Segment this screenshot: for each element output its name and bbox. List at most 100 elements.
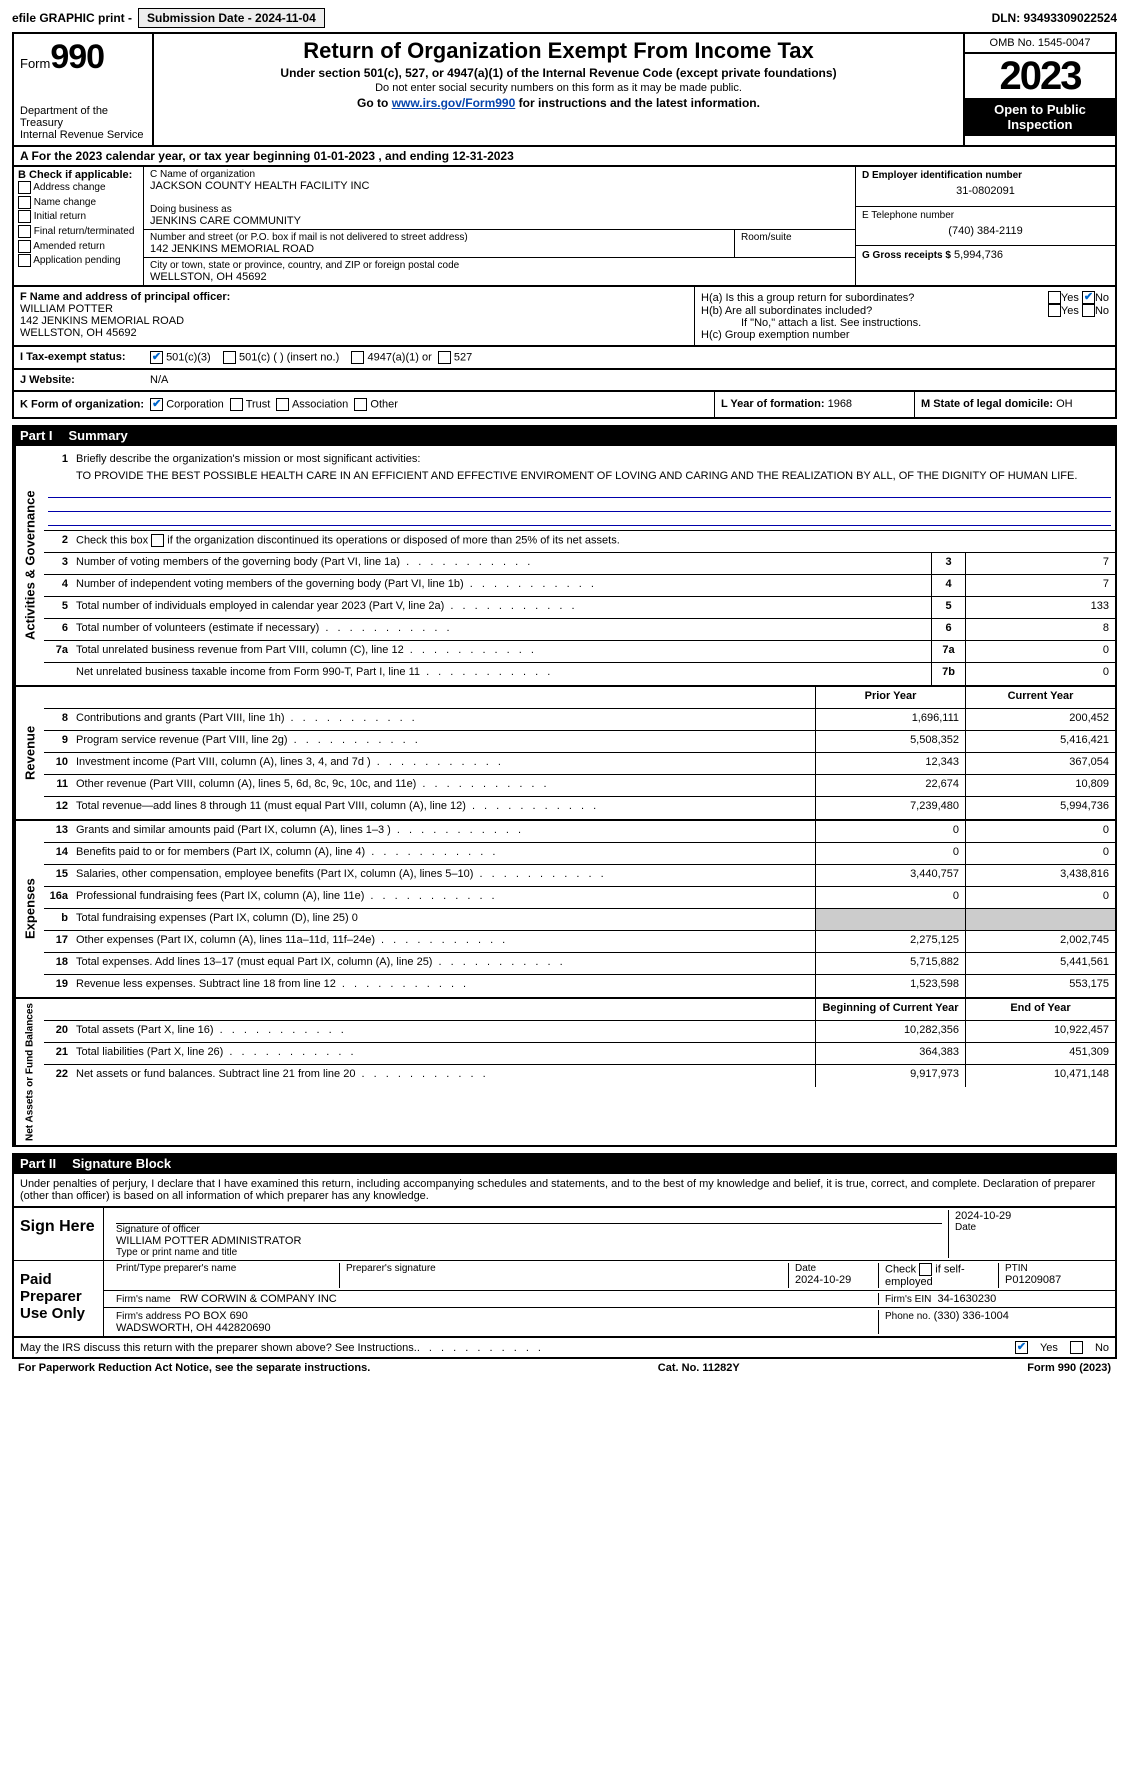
discuss-dots (417, 1342, 544, 1354)
cb-hb-yes[interactable] (1048, 304, 1061, 317)
l-label: L Year of formation: (721, 398, 825, 410)
open-inspection: Open to Public Inspection (965, 98, 1115, 136)
summary-row: b Total fundraising expenses (Part IX, c… (44, 909, 1115, 931)
subtitle-2: Do not enter social security numbers on … (162, 82, 955, 94)
discuss-yes: Yes (1040, 1342, 1058, 1354)
cb-ha-no[interactable] (1082, 291, 1095, 304)
cb-assoc[interactable] (276, 398, 289, 411)
opt-501c3: 501(c)(3) (166, 351, 211, 363)
discuss-no: No (1095, 1342, 1109, 1354)
summary-row: 21 Total liabilities (Part X, line 26) 3… (44, 1043, 1115, 1065)
firm-addr-label: Firm's address (116, 1311, 181, 1322)
cb-amended[interactable] (18, 240, 31, 253)
cb-hb-no[interactable] (1082, 304, 1095, 317)
side-netassets: Net Assets or Fund Balances (14, 999, 44, 1145)
city-label: City or town, state or province, country… (150, 260, 849, 271)
form-header: Form990 Department of the Treasury Inter… (12, 32, 1117, 147)
sign-here-label: Sign Here (14, 1208, 104, 1260)
firm-phone: (330) 336-1004 (934, 1310, 1009, 1322)
cb-self-employed[interactable] (919, 1263, 932, 1276)
m-val: OH (1056, 398, 1073, 410)
paid-preparer-label: Paid Preparer Use Only (14, 1261, 104, 1336)
efile-label: efile GRAPHIC print - (12, 11, 132, 25)
form-number: 990 (50, 38, 104, 76)
cb-corp[interactable] (150, 398, 163, 411)
summary-row: 14 Benefits paid to or for members (Part… (44, 843, 1115, 865)
q1-label: Briefly describe the organization's miss… (72, 450, 1115, 468)
paperwork-notice: For Paperwork Reduction Act Notice, see … (18, 1362, 370, 1374)
cb-527[interactable] (438, 351, 451, 364)
prep-date: 2024-10-29 (795, 1274, 872, 1286)
summary-row: 22 Net assets or fund balances. Subtract… (44, 1065, 1115, 1087)
cb-ha-yes[interactable] (1048, 291, 1061, 304)
opt-final: Final return/terminated (34, 226, 135, 237)
name-label: C Name of organization (150, 169, 849, 180)
opt-name: Name change (34, 197, 96, 208)
firm-name-label: Firm's name (116, 1294, 171, 1305)
cb-pending[interactable] (18, 254, 31, 267)
summary-row: 6 Total number of volunteers (estimate i… (44, 619, 1115, 641)
omb-number: OMB No. 1545-0047 (965, 34, 1115, 54)
summary-row: 15 Salaries, other compensation, employe… (44, 865, 1115, 887)
m-label: M State of legal domicile: (921, 398, 1053, 410)
website-val: N/A (144, 370, 1115, 390)
ptin-label: PTIN (1005, 1263, 1103, 1274)
summary-row: 12 Total revenue—add lines 8 through 11 … (44, 797, 1115, 819)
hb-note: If "No," attach a list. See instructions… (701, 317, 1109, 329)
ein-label: D Employer identification number (862, 170, 1109, 181)
col-b-checkboxes: B Check if applicable: Address change Na… (14, 167, 144, 285)
hc-label: H(c) Group exemption number (701, 329, 1109, 341)
dln: DLN: 93493309022524 (992, 11, 1117, 25)
opt-527: 527 (454, 351, 472, 363)
ha-label: H(a) Is this a group return for subordin… (701, 292, 1048, 304)
part2-header: Part II Signature Block (12, 1153, 1117, 1174)
q2-text-a: Check this box (76, 534, 151, 546)
street: 142 JENKINS MEMORIAL ROAD (150, 243, 728, 255)
part1-label: Part I (20, 428, 53, 443)
tax-year: 2023 (965, 54, 1115, 98)
cb-address-change[interactable] (18, 181, 31, 194)
col-boy: Beginning of Current Year (815, 999, 965, 1020)
opt-501c: 501(c) ( ) (insert no.) (239, 351, 339, 363)
cb-discuss-no[interactable] (1070, 1341, 1083, 1354)
self-emp-pre: Check (885, 1263, 919, 1275)
l-val: 1968 (828, 398, 852, 410)
cb-final[interactable] (18, 225, 31, 238)
website-label: J Website: (14, 370, 144, 390)
opt-4947: 4947(a)(1) or (368, 351, 432, 363)
officer-addr2: WELLSTON, OH 45692 (20, 327, 688, 339)
penalties-text: Under penalties of perjury, I declare th… (12, 1174, 1117, 1208)
cb-other[interactable] (354, 398, 367, 411)
sig-date-label: Date (955, 1222, 1103, 1233)
form-footer: Form 990 (2023) (1027, 1362, 1111, 1374)
cb-initial[interactable] (18, 210, 31, 223)
cb-name-change[interactable] (18, 196, 31, 209)
submission-date: Submission Date - 2024-11-04 (138, 8, 325, 28)
city: WELLSTON, OH 45692 (150, 271, 849, 283)
cb-501c3[interactable] (150, 351, 163, 364)
col-prior-year: Prior Year (815, 687, 965, 708)
firm-phone-label: Phone no. (885, 1311, 931, 1322)
col-current-year: Current Year (965, 687, 1115, 708)
cb-trust[interactable] (230, 398, 243, 411)
opt-corp: Corporation (166, 398, 223, 410)
summary-row: 9 Program service revenue (Part VIII, li… (44, 731, 1115, 753)
ptin: P01209087 (1005, 1274, 1103, 1286)
gross-label: G Gross receipts $ (862, 250, 951, 261)
phone-label: E Telephone number (862, 210, 1109, 221)
sig-officer-label: Signature of officer (116, 1224, 942, 1235)
summary-row: 5 Total number of individuals employed i… (44, 597, 1115, 619)
cb-4947[interactable] (351, 351, 364, 364)
cb-discuss-yes[interactable] (1015, 1341, 1028, 1354)
summary-row: 16a Professional fundraising fees (Part … (44, 887, 1115, 909)
dept-label: Department of the Treasury Internal Reve… (20, 105, 146, 141)
officer-sig-name: WILLIAM POTTER ADMINISTRATOR (116, 1235, 942, 1247)
yes-2: Yes (1061, 305, 1079, 317)
cb-discontinued[interactable] (151, 534, 164, 547)
k-label: K Form of organization: (20, 398, 144, 410)
summary-row: Net unrelated business taxable income fr… (44, 663, 1115, 685)
irs-link[interactable]: www.irs.gov/Form990 (392, 96, 516, 110)
cb-501c[interactable] (223, 351, 236, 364)
summary-row: 13 Grants and similar amounts paid (Part… (44, 821, 1115, 843)
officer-label: F Name and address of principal officer: (20, 291, 688, 303)
